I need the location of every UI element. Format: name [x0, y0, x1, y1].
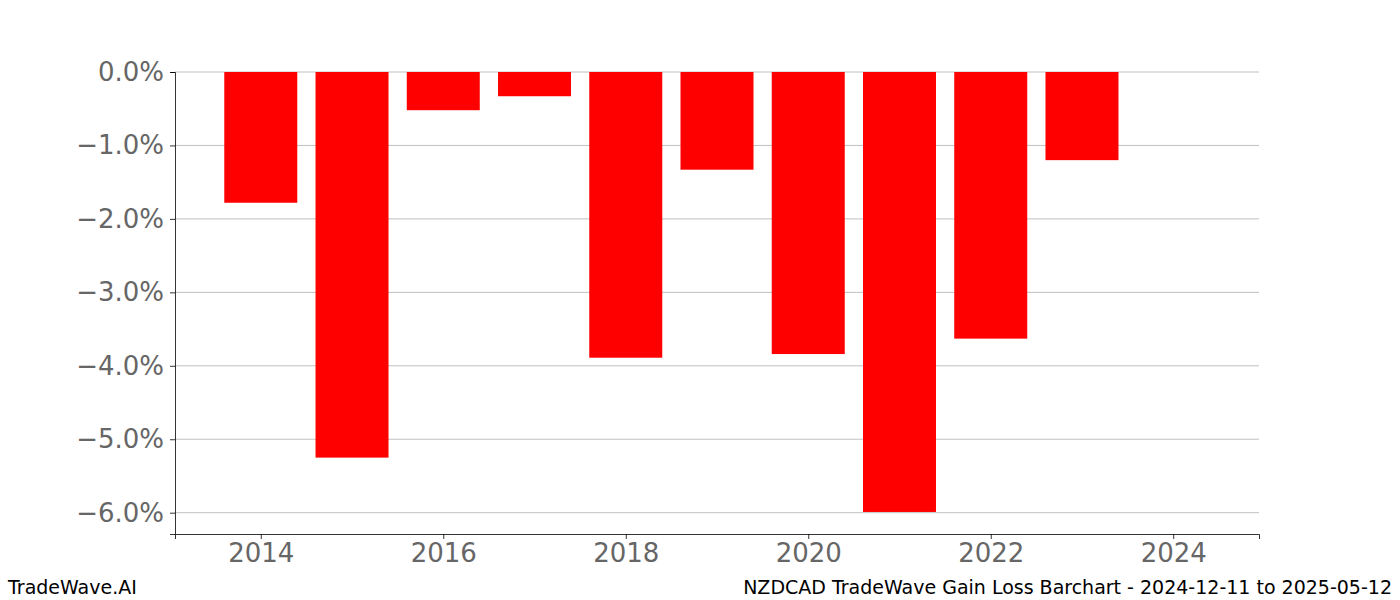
y-tick-mark — [170, 513, 175, 514]
x-tick: 2014 — [228, 534, 294, 568]
y-tick-mark — [170, 72, 175, 73]
bar — [954, 72, 1027, 339]
y-tick: −1.0% — [76, 130, 175, 160]
y-tick: −3.0% — [76, 277, 175, 307]
x-tick-label: 2018 — [593, 538, 659, 568]
y-tick-label: −4.0% — [76, 351, 164, 381]
x-axis: 2014 2016 2018 2020 2022 2024 — [176, 534, 1260, 568]
y-tick: −2.0% — [76, 204, 175, 234]
source: TradeWave.AI — [7, 576, 137, 598]
y-tick: 0.0% — [98, 57, 175, 87]
y-tick: −6.0% — [76, 498, 175, 528]
y-tick: −5.0% — [76, 424, 175, 454]
bar — [772, 72, 845, 354]
bar — [498, 72, 571, 96]
x-axis-line — [176, 535, 1260, 540]
y-tick-mark — [170, 366, 175, 367]
x-tick: 2022 — [958, 534, 1024, 568]
x-tick: 2020 — [776, 534, 842, 568]
bars — [224, 72, 1118, 512]
y-axis-line — [170, 73, 176, 535]
bar — [407, 72, 480, 110]
y-tick-label: −6.0% — [76, 498, 164, 528]
y-tick-label: −3.0% — [76, 277, 164, 307]
grid — [175, 72, 1259, 513]
x-tick: 2024 — [1141, 534, 1207, 568]
bar — [316, 72, 389, 458]
y-tick-label: −5.0% — [76, 424, 164, 454]
y-tick: −4.0% — [76, 351, 175, 381]
grid-line — [175, 512, 1259, 513]
chart: 0.0%−1.0%−2.0%−3.0%−4.0%−5.0%−6.0%201420… — [0, 0, 1400, 600]
bar — [681, 72, 754, 170]
x-tick-label: 2020 — [776, 538, 842, 568]
x-tick-label: 2014 — [228, 538, 294, 568]
x-tick: 2016 — [411, 534, 477, 568]
y-tick-mark — [170, 145, 175, 146]
y-tick-mark — [170, 292, 175, 293]
x-tick-label: 2016 — [411, 538, 477, 568]
y-axis: 0.0% −1.0% −2.0% −3.0% −4.0% −5.0% −6.0% — [76, 57, 175, 535]
y-tick-label: −1.0% — [76, 130, 164, 160]
bar — [589, 72, 662, 358]
y-tick-mark — [170, 219, 175, 220]
bar — [1045, 72, 1118, 160]
y-tick-mark — [170, 439, 175, 440]
x-tick-label: 2022 — [958, 538, 1024, 568]
bar — [224, 72, 297, 203]
x-tick-label: 2024 — [1141, 538, 1207, 568]
bar — [863, 72, 936, 512]
y-tick-label: 0.0% — [98, 57, 164, 87]
title: NZDCAD TradeWave Gain Loss Barchart - 20… — [743, 576, 1392, 598]
y-tick-label: −2.0% — [76, 204, 164, 234]
x-tick: 2018 — [593, 534, 659, 568]
